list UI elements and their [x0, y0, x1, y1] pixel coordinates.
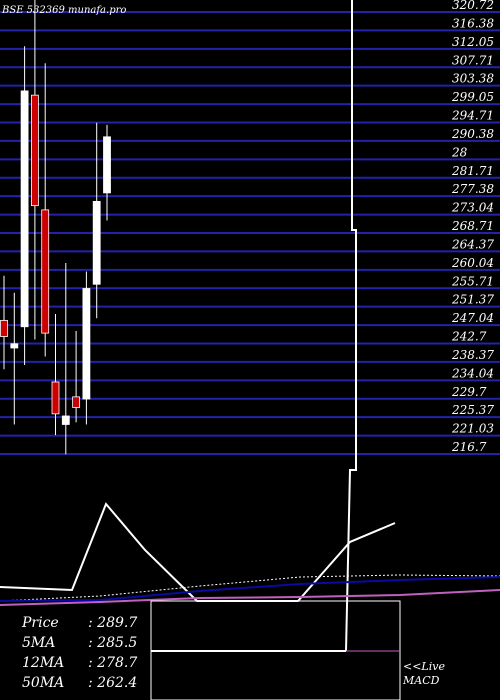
info-row-12ma: 12MA : 278.7 [22, 655, 137, 671]
candle-body [51, 381, 60, 415]
price-tick-label: 225.37 [451, 403, 494, 417]
live-label: <<Live [403, 660, 445, 673]
price-tick-label: 299.05 [451, 90, 494, 104]
price-spike-line [345, 0, 357, 652]
price-tick-label: 242.7 [451, 330, 487, 344]
info-row-price: Price : 289.7 [22, 615, 137, 631]
price-tick-label: 273.04 [451, 201, 494, 215]
price-tick-label: 234.04 [451, 366, 494, 380]
price-tick-label: 255.71 [451, 274, 494, 288]
info-label: 50MA [22, 675, 65, 691]
candle [82, 271, 91, 425]
candle-body [30, 94, 39, 207]
price-gridlines [0, 11, 500, 455]
price-tick-label: 229.7 [451, 385, 487, 399]
price-tick-label: 247.04 [451, 311, 494, 325]
macd-label: MACD [403, 674, 440, 687]
indicator-line [0, 576, 500, 602]
candlesticks [0, 0, 111, 455]
info-label: Price [22, 615, 59, 631]
price-tick-label: 290.38 [451, 127, 494, 141]
candle [10, 292, 19, 425]
indicator-line [0, 589, 500, 606]
price-tick-label: 307.71 [452, 53, 494, 67]
price-tick-label: 268.71 [451, 219, 494, 233]
info-value: : 285.5 [88, 635, 138, 651]
info-label: 5MA [22, 635, 56, 651]
price-tick-label: 260.04 [451, 256, 494, 270]
price-tick-label: 294.71 [451, 109, 494, 123]
candle [0, 275, 8, 370]
info-row-5ma: 5MA : 285.5 [22, 635, 137, 651]
candle-body [61, 415, 70, 425]
candle-body [103, 136, 111, 194]
candle-body [92, 200, 101, 285]
price-tick-label: 216.7 [451, 440, 487, 454]
candle [41, 63, 50, 357]
price-tick-label: 320.72 [452, 0, 494, 12]
price-tick-label: 251.37 [451, 293, 494, 307]
spike-line [345, 0, 357, 652]
price-tick-label: 238.37 [451, 348, 494, 362]
chart-title: BSE 532369 munafa.pro [1, 5, 126, 16]
candle-body [72, 396, 80, 408]
price-tick-label: 281.71 [451, 164, 494, 178]
candle [92, 122, 101, 319]
indicator-line [0, 502, 396, 602]
candle-body [41, 209, 50, 334]
info-row-50ma: 50MA : 262.4 [22, 675, 137, 691]
candle-body [20, 90, 29, 328]
info-value: : 262.4 [88, 675, 138, 691]
indicator-lines [0, 502, 500, 606]
candle-body [0, 319, 8, 337]
candle [72, 330, 80, 423]
price-axis-labels: 320.72 316.38 312.05 307.71 303.38 299.05 294.… [451, 0, 494, 454]
candle [51, 314, 60, 436]
candle-body [82, 288, 91, 400]
price-tick-label: 264.37 [451, 237, 494, 251]
indicator-line [0, 574, 500, 602]
info-label: 12MA [22, 655, 65, 671]
info-value: : 278.7 [88, 655, 138, 671]
candle [61, 263, 70, 455]
candle-body [10, 343, 19, 349]
price-tick-label: 277.38 [451, 182, 494, 196]
candle [20, 46, 29, 365]
price-tick-label: 316.38 [452, 16, 494, 30]
candle [30, 0, 39, 340]
price-tick-label: 312.05 [452, 35, 494, 49]
candle [103, 124, 111, 221]
info-value: : 289.7 [88, 615, 138, 631]
price-tick-label: 28 [451, 145, 468, 159]
price-tick-label: 221.03 [451, 422, 494, 436]
price-tick-label: 303.38 [452, 72, 494, 86]
